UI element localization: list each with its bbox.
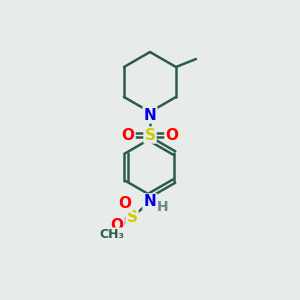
- Text: O: O: [118, 196, 131, 211]
- Text: O: O: [110, 218, 124, 232]
- Text: N: N: [144, 107, 156, 122]
- Text: O: O: [166, 128, 178, 142]
- Text: O: O: [122, 128, 134, 142]
- Text: CH₃: CH₃: [100, 229, 124, 242]
- Text: S: S: [127, 209, 137, 224]
- Text: S: S: [145, 128, 155, 142]
- Text: H: H: [157, 200, 169, 214]
- Text: N: N: [144, 194, 156, 209]
